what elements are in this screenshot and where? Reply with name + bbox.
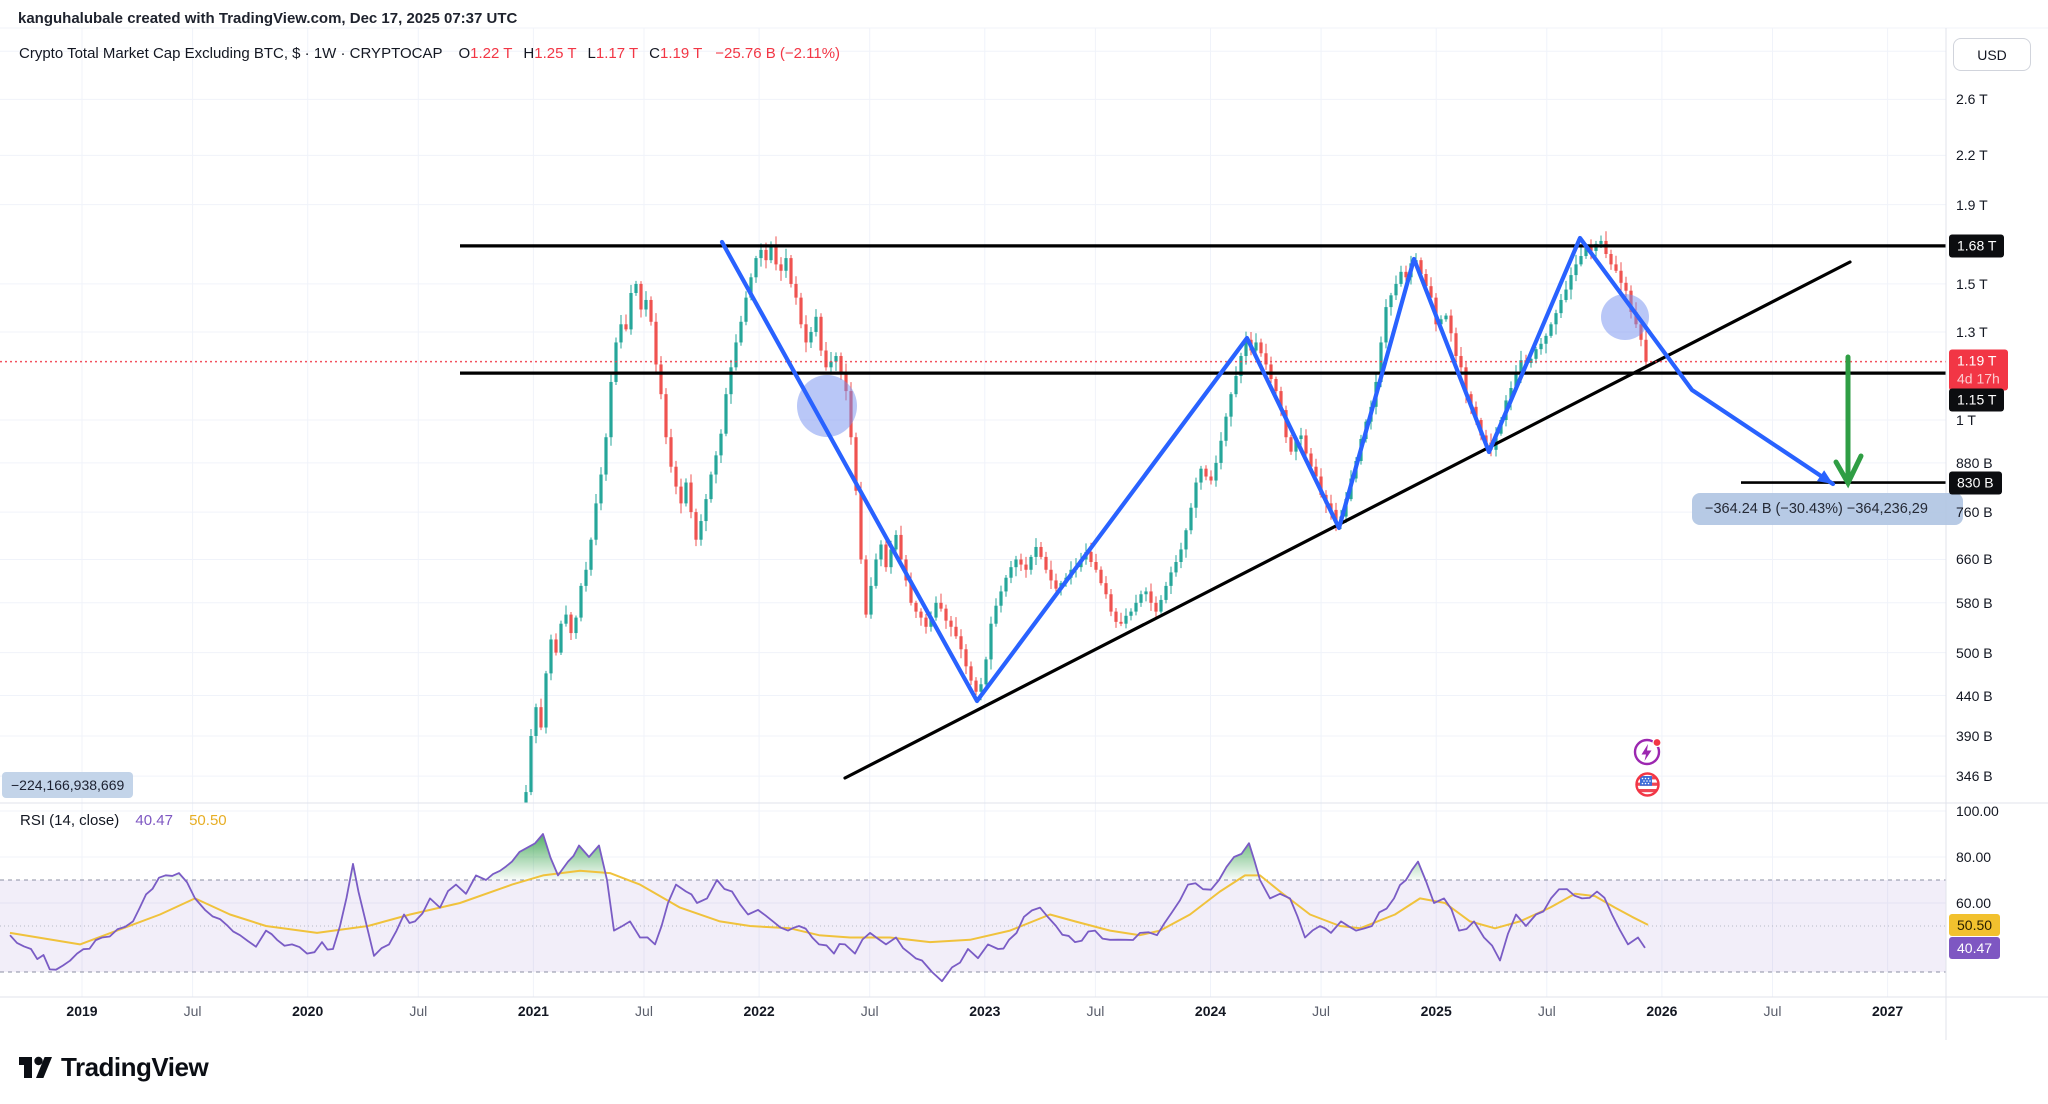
time-axis-month-label: Jul <box>635 1003 653 1019</box>
rsi-layer <box>9 833 1649 983</box>
rsi-value-label: 50.50 <box>1949 913 2001 936</box>
close-value: 1.19 T <box>659 45 703 62</box>
rsi-axis-label: 100.00 <box>1956 803 1999 819</box>
current-price-label: 1.19 T 4d 17h <box>1949 349 2008 391</box>
time-axis-year-label: 2025 <box>1420 1003 1452 1019</box>
price-axis-label: 880 B <box>1956 454 1993 471</box>
rsi-ma-value: 50.50 <box>189 812 227 829</box>
time-axis-month-label: Jul <box>860 1003 879 1019</box>
price-axis-label: 1 T <box>1956 412 1976 428</box>
time-axis-month-label: Jul <box>1763 1003 1782 1019</box>
footer-logo[interactable]: TradingView <box>16 1050 209 1084</box>
bar-countdown: 4d 17h <box>1957 370 2000 387</box>
time-axis-year-label: 2024 <box>1194 1003 1227 1019</box>
rsi-current-value: 40.47 <box>135 812 173 829</box>
close-label: C <box>649 45 660 62</box>
high-label: H <box>523 45 535 62</box>
price-axis-label: 1.3 T <box>1956 323 1988 340</box>
low-label: L <box>587 45 596 62</box>
attribution-header: kanguhalubale created with TradingView.c… <box>18 10 518 27</box>
rsi-axis-label: 60.00 <box>1956 895 1992 911</box>
green-arrow <box>1833 354 1864 489</box>
open-value: 1.22 T <box>470 45 513 62</box>
time-axis-month-label: Jul <box>409 1003 428 1019</box>
time-axis-month-label: Jul <box>1537 1003 1556 1019</box>
price-axis-label: 2.6 T <box>1956 91 1988 108</box>
rsi-legend: RSI (14, close) 40.47 50.50 <box>20 812 227 829</box>
highlight-circles <box>797 294 1649 437</box>
time-axis-year-label: 2020 <box>292 1003 324 1019</box>
price-axis-label: 500 B <box>1956 644 1993 661</box>
time-axis-year-label: 2023 <box>969 1003 1001 1019</box>
price-axis-label: 580 B <box>1956 594 1993 611</box>
line-price-label: 830 B <box>1949 471 2002 495</box>
low-value: 1.17 T <box>595 45 639 62</box>
chart-event-icons <box>1632 736 1664 802</box>
time-axis-month-label: Jul <box>1086 1003 1105 1019</box>
symbol-legend: Crypto Total Market Cap Excluding BTC, $… <box>19 45 851 62</box>
price-axis-label: 2.2 T <box>1956 147 1988 164</box>
left-change-badge: −224,166,938,669 <box>2 772 134 798</box>
currency-toggle-button[interactable]: USD <box>1953 38 2031 71</box>
open-label: O <box>458 45 471 62</box>
candles-layer <box>524 231 1648 803</box>
economic-events-icon[interactable] <box>1632 769 1663 800</box>
tradingview-wordmark: TradingView <box>61 1051 209 1082</box>
symbol-title[interactable]: Crypto Total Market Cap Excluding BTC, $… <box>19 45 443 62</box>
line-price-label: 1.68 T <box>1949 234 2005 258</box>
high-value: 1.25 T <box>534 45 577 62</box>
rsi-axis-label: 80.00 <box>1956 849 1992 865</box>
price-axis-label: 1.5 T <box>1956 275 1988 292</box>
time-axis-month-label: Jul <box>1312 1003 1331 1019</box>
rsi-band <box>0 879 1946 973</box>
price-axis-label: 440 B <box>1956 687 1993 704</box>
line-price-label: 1.15 T <box>1949 388 2005 412</box>
change-value: −25.76 B (−2.11%) <box>715 45 841 62</box>
time-axis-year-label: 2022 <box>743 1003 775 1019</box>
time-axis-year-label: 2021 <box>517 1003 549 1019</box>
rsi-value-label: 40.47 <box>1949 936 2001 959</box>
tradingview-mark-icon <box>19 1056 52 1078</box>
price-axis-label: 390 B <box>1956 728 1993 744</box>
time-axis-year-label: 2019 <box>66 1003 98 1019</box>
measure-tooltip: −364.24 B (−30.43%) −364,236,29 <box>1692 493 1963 525</box>
price-axis-label: 660 B <box>1956 551 1993 568</box>
flash-alert-icon[interactable] <box>1632 736 1663 767</box>
rsi-indicator-label[interactable]: RSI (14, close) <box>20 812 120 829</box>
price-axis-label: 346 B <box>1956 768 1993 785</box>
pane-separators <box>0 28 2048 1040</box>
price-axis-label: 1.9 T <box>1956 196 1988 213</box>
price-axis-label: 760 B <box>1956 504 1993 521</box>
time-axis-month-label: Jul <box>183 1003 202 1019</box>
trendlines-layer <box>460 244 1946 780</box>
time-axis-year-label: 2026 <box>1646 1003 1678 1019</box>
time-axis-year-label: 2027 <box>1872 1003 1904 1019</box>
blue-path-layer <box>719 235 1836 704</box>
